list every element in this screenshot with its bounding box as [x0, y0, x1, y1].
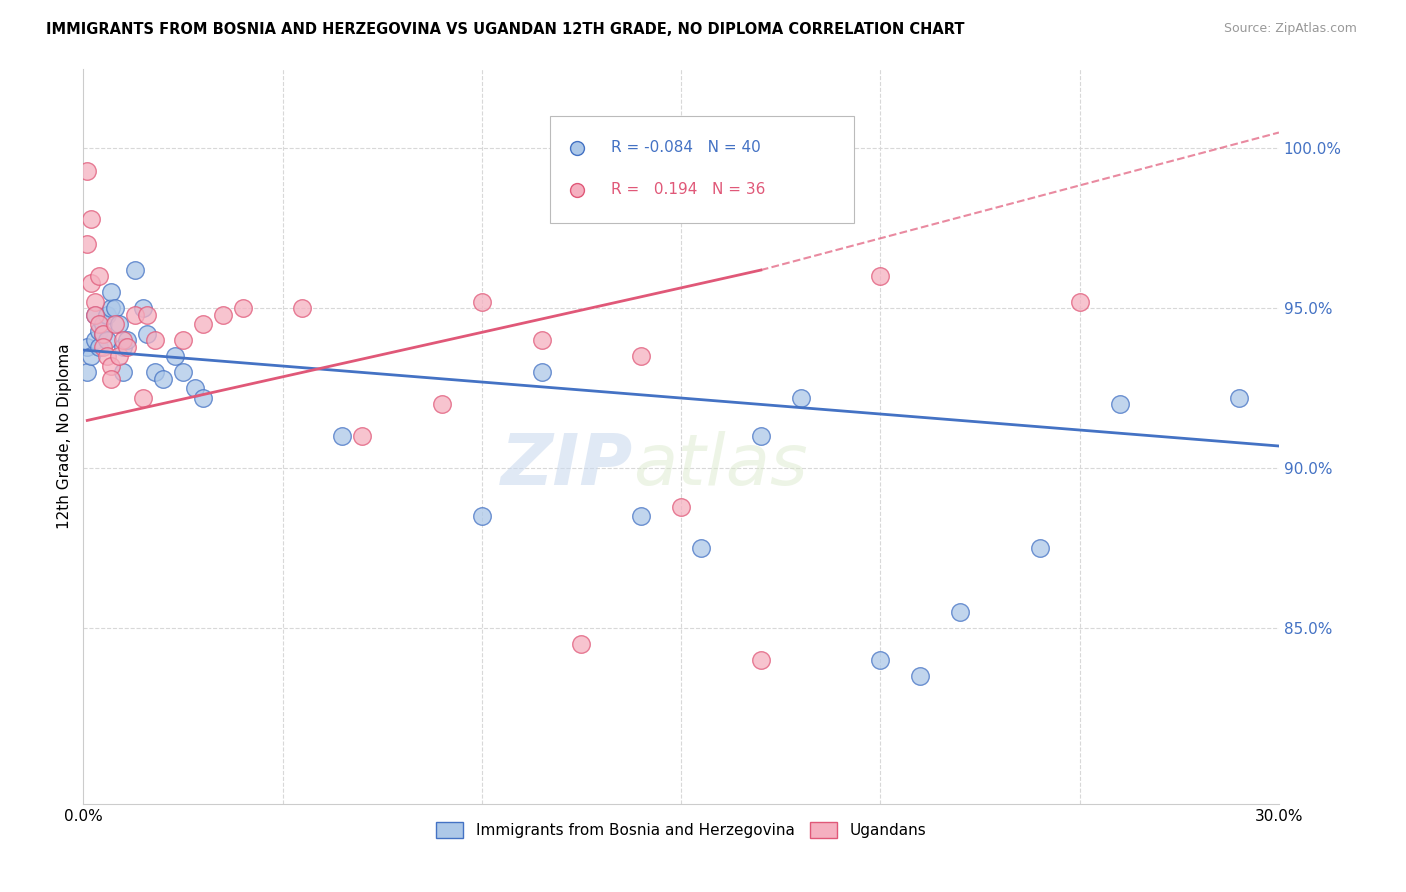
Point	[869, 653, 891, 667]
FancyBboxPatch shape	[550, 116, 855, 223]
Y-axis label: 12th Grade, No Diploma: 12th Grade, No Diploma	[58, 343, 72, 529]
Point	[84, 308, 107, 322]
Point	[136, 326, 159, 341]
Point	[869, 269, 891, 284]
Point	[124, 308, 146, 322]
Point	[112, 340, 135, 354]
Point	[789, 391, 811, 405]
Text: atlas: atlas	[633, 432, 808, 500]
Point	[96, 334, 118, 348]
Point	[89, 269, 111, 284]
Point	[749, 653, 772, 667]
Point	[191, 318, 214, 332]
Point	[108, 350, 131, 364]
Point	[76, 237, 98, 252]
Point	[100, 285, 122, 300]
Point	[163, 350, 186, 364]
Point	[108, 318, 131, 332]
Point	[89, 318, 111, 332]
Point	[184, 381, 207, 395]
Point	[136, 308, 159, 322]
Point	[571, 637, 593, 651]
Point	[232, 301, 254, 316]
Point	[132, 391, 155, 405]
Point	[211, 308, 233, 322]
Point	[112, 334, 135, 348]
Point	[84, 308, 107, 322]
Point	[91, 318, 114, 332]
Point	[1029, 541, 1052, 556]
Point	[630, 509, 652, 524]
Legend: Immigrants from Bosnia and Herzegovina, Ugandans: Immigrants from Bosnia and Herzegovina, …	[430, 816, 932, 845]
Point	[471, 509, 494, 524]
Point	[530, 334, 553, 348]
Point	[96, 308, 118, 322]
Point	[143, 366, 166, 380]
Point	[669, 500, 692, 514]
Point	[91, 326, 114, 341]
Point	[115, 340, 138, 354]
Point	[100, 372, 122, 386]
Point	[76, 366, 98, 380]
Point	[530, 366, 553, 380]
Point	[80, 276, 103, 290]
Text: IMMIGRANTS FROM BOSNIA AND HERZEGOVINA VS UGANDAN 12TH GRADE, NO DIPLOMA CORRELA: IMMIGRANTS FROM BOSNIA AND HERZEGOVINA V…	[46, 22, 965, 37]
Point	[91, 326, 114, 341]
Point	[172, 366, 194, 380]
Text: Source: ZipAtlas.com: Source: ZipAtlas.com	[1223, 22, 1357, 36]
Point	[910, 669, 932, 683]
Point	[89, 340, 111, 354]
Text: R = -0.084   N = 40: R = -0.084 N = 40	[610, 140, 761, 155]
Point	[100, 359, 122, 373]
Point	[172, 334, 194, 348]
Point	[91, 340, 114, 354]
Point	[291, 301, 314, 316]
Point	[104, 318, 127, 332]
Point	[104, 301, 127, 316]
Point	[630, 350, 652, 364]
Point	[96, 350, 118, 364]
Point	[690, 541, 713, 556]
Point	[84, 295, 107, 310]
Point	[84, 334, 107, 348]
Point	[76, 164, 98, 178]
Point	[100, 301, 122, 316]
Point	[76, 340, 98, 354]
Point	[430, 397, 453, 411]
Text: R =   0.194   N = 36: R = 0.194 N = 36	[610, 183, 765, 197]
Point	[115, 334, 138, 348]
Point	[471, 295, 494, 310]
Point	[124, 263, 146, 277]
Point	[112, 366, 135, 380]
Point	[749, 429, 772, 443]
Point	[352, 429, 374, 443]
Point	[1108, 397, 1130, 411]
Point	[143, 334, 166, 348]
Point	[152, 372, 174, 386]
Point	[330, 429, 353, 443]
Point	[949, 606, 972, 620]
Point	[89, 324, 111, 338]
Point	[1227, 391, 1250, 405]
Text: ZIP: ZIP	[501, 432, 633, 500]
Point	[80, 350, 103, 364]
Point	[191, 391, 214, 405]
Point	[1069, 295, 1091, 310]
Point	[132, 301, 155, 316]
Point	[80, 211, 103, 226]
